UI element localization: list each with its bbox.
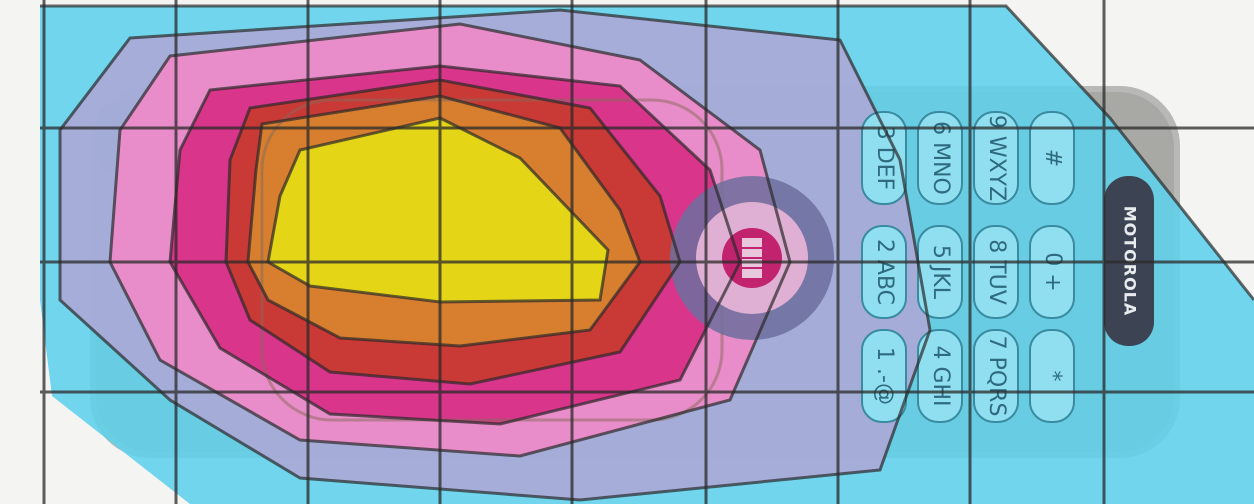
keypad-key-label: 8 TUV: [984, 239, 1009, 305]
keypad-key-label: 0 +: [1040, 252, 1065, 291]
keypad-key-label: 7 PQRS: [984, 336, 1009, 417]
keypad-key-shape: [917, 225, 963, 319]
keypad-key-shape: [861, 111, 907, 205]
keypad-key: #: [1029, 111, 1075, 205]
nav-pad: [670, 176, 834, 340]
keypad-key: 3 DEF: [861, 111, 907, 205]
keypad-key: 4 GHI: [917, 329, 963, 423]
keypad-key-label: #: [1040, 149, 1065, 167]
keypad-key-label: 4 GHI: [928, 345, 953, 406]
keypad-key-label: 5 JKL: [928, 245, 953, 300]
keypad-key-label: 1 .-@: [872, 347, 897, 405]
keypad-key: 9 WXYZ: [973, 111, 1019, 205]
keypad-key-shape: [861, 225, 907, 319]
keypad-key: 7 PQRS: [973, 329, 1019, 423]
keypad-key: 8 TUV: [973, 225, 1019, 319]
keypad-key-shape: [861, 329, 907, 423]
keypad-key: 6 MNO: [917, 111, 963, 205]
keypad-key-shape: [973, 111, 1019, 205]
keypad-key-shape: [1029, 225, 1075, 319]
contour-outlines: [40, 4, 1254, 502]
keypad-key: *: [1029, 329, 1075, 423]
keypad-key-label: 2 ABC: [872, 239, 897, 305]
keypad-key-shape: [917, 329, 963, 423]
keypad-key-shape: [973, 225, 1019, 319]
keypad-key-label: 6 MNO: [928, 121, 953, 195]
keypad-key: 2 ABC: [861, 225, 907, 319]
keypad-key: 0 +: [1029, 225, 1075, 319]
keypad-key-shape: [973, 329, 1019, 423]
keypad-key-label: *: [1040, 371, 1065, 382]
keypad-key: 5 JKL: [917, 225, 963, 319]
keypad-key-label: 3 DEF: [872, 126, 897, 191]
keypad-key-shape: [1029, 111, 1075, 205]
keypad-key: 1 .-@: [861, 329, 907, 423]
keypad-key-shape: [1029, 329, 1075, 423]
keypad-key-shape: [917, 111, 963, 205]
contour-core-yellow: [268, 118, 608, 302]
